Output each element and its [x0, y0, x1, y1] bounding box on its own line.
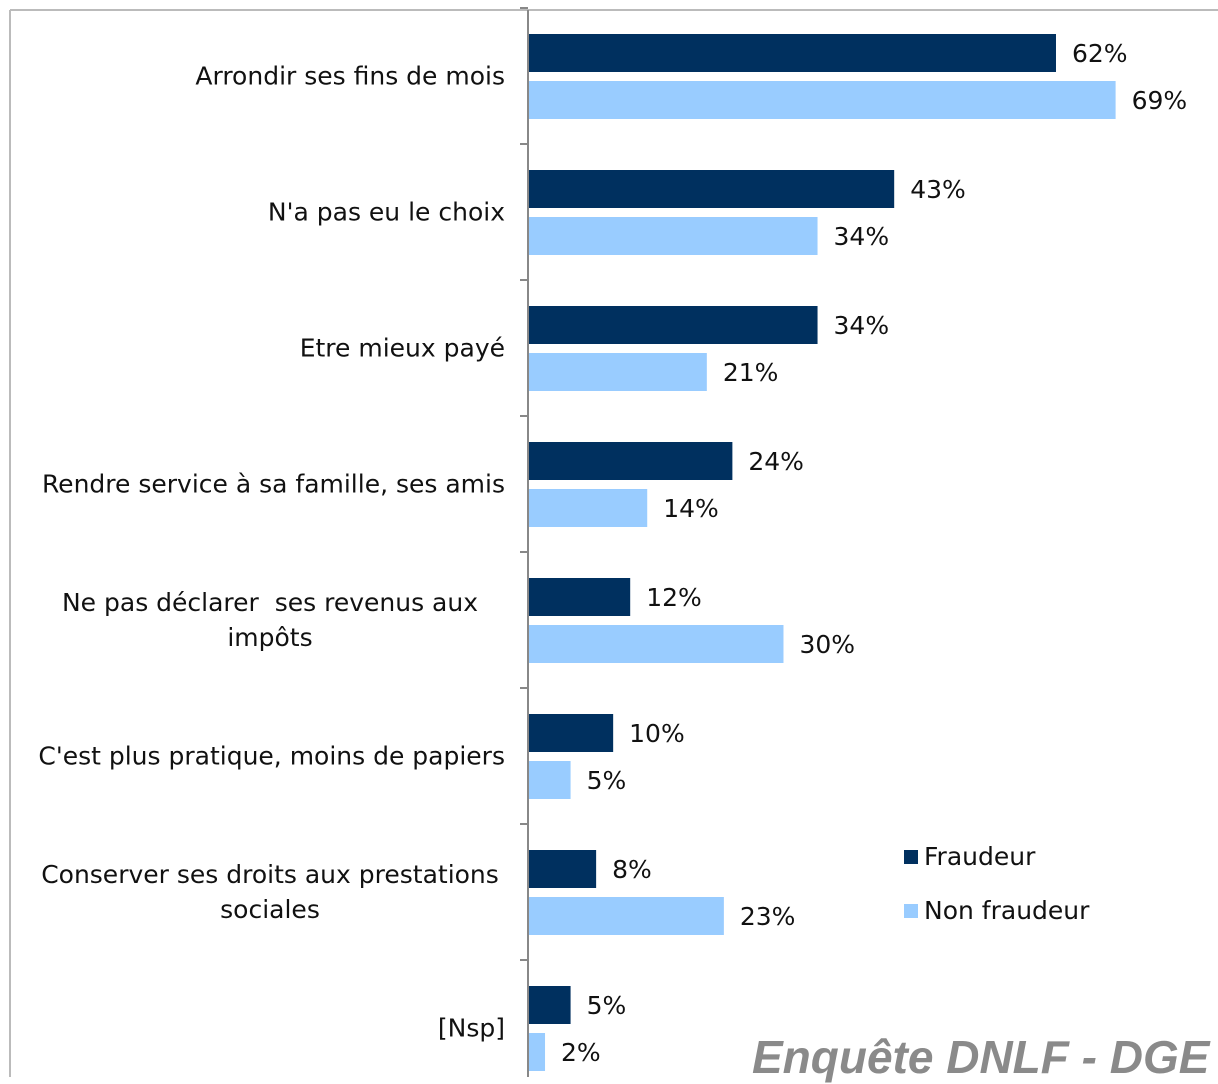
bar — [528, 850, 597, 888]
value-label: 34% — [834, 311, 890, 340]
category-label: Ne pas déclarer ses revenus aux impôts — [61, 588, 486, 652]
value-label: 69% — [1132, 86, 1188, 115]
legend-swatch — [904, 850, 918, 864]
value-label: 2% — [561, 1038, 601, 1067]
bar — [528, 986, 571, 1024]
bar — [528, 714, 614, 752]
value-label: 12% — [646, 583, 702, 612]
category-label: [Nsp] — [437, 1013, 505, 1043]
bar — [528, 489, 648, 527]
bar — [528, 578, 631, 616]
category-label: N'a pas eu le choix — [267, 197, 505, 227]
value-label: 5% — [587, 991, 627, 1020]
value-label: 5% — [587, 766, 627, 795]
bar — [528, 81, 1116, 119]
bar — [528, 442, 733, 480]
legend-label: Non fraudeur — [924, 896, 1090, 925]
value-label: 30% — [799, 630, 855, 659]
value-label: 23% — [740, 902, 796, 931]
bar — [528, 1033, 546, 1071]
value-label: 8% — [612, 855, 652, 884]
bar — [528, 897, 724, 935]
value-label: 34% — [834, 222, 890, 251]
legend-swatch — [904, 904, 918, 918]
bar — [528, 170, 895, 208]
category-label: Arrondir ses fins de mois — [195, 61, 505, 91]
bar — [528, 353, 707, 391]
category-label: C'est plus pratique, moins de papiers — [38, 741, 505, 771]
value-label: 62% — [1072, 39, 1128, 68]
category-label: Etre mieux payé — [299, 333, 505, 363]
value-label: 10% — [629, 719, 685, 748]
watermark: Enquête DNLF - DGE — [752, 1031, 1210, 1083]
value-label: 24% — [748, 447, 804, 476]
bar — [528, 761, 571, 799]
category-label: Conserver ses droits aux prestations soc… — [41, 860, 507, 924]
legend-label: Fraudeur — [924, 842, 1036, 871]
category-label: Rendre service à sa famille, ses amis — [41, 469, 505, 499]
value-label: 43% — [910, 175, 966, 204]
bar — [528, 306, 818, 344]
value-label: 21% — [723, 358, 779, 387]
value-label: 14% — [663, 494, 719, 523]
bar — [528, 625, 784, 663]
bar — [528, 217, 818, 255]
bar — [528, 34, 1056, 72]
